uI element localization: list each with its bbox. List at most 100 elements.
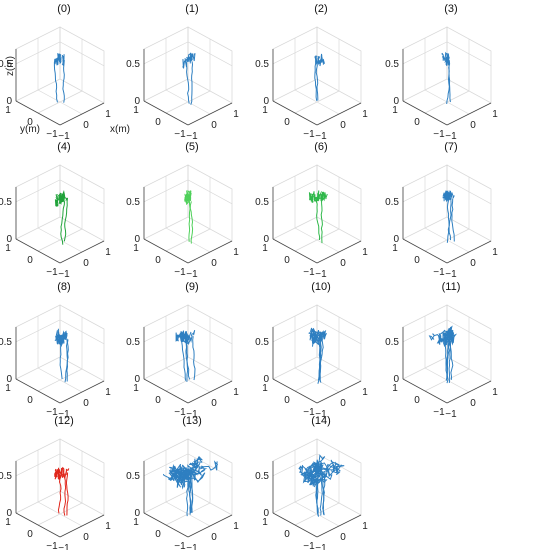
x-axis	[316, 102, 362, 126]
y-axis	[143, 238, 189, 264]
trajectory-canopy	[184, 330, 196, 346]
x-tick-label: 1	[233, 109, 239, 120]
trajectory-stem	[64, 339, 69, 383]
panel-3: (3)00.510−1 −101	[385, 3, 498, 142]
trajectory-stem	[63, 198, 68, 242]
x-axis	[446, 380, 492, 404]
y-axis-label: y(m)	[20, 124, 40, 135]
panel-title: (0)	[57, 3, 70, 15]
trajectory-canopy	[184, 54, 193, 64]
y-tick-label: 1	[392, 383, 398, 394]
x-tick-label: −1	[315, 269, 327, 280]
grid-line	[165, 368, 211, 392]
x-tick-label: 0	[211, 532, 217, 543]
y-tick-label: 0	[284, 117, 290, 128]
trajectory-canopy	[438, 334, 443, 344]
x-tick-label: 1	[105, 387, 111, 398]
grid-line	[272, 453, 362, 479]
trajectory-canopy	[428, 333, 443, 344]
z-tick-label: 0.5	[0, 337, 12, 348]
grid-line	[37, 228, 83, 252]
trajectory-canopy	[316, 190, 322, 202]
z-tick-label: 0	[6, 374, 12, 385]
back-wall-right	[316, 304, 362, 382]
y-tick-label: 1	[392, 105, 398, 116]
y-tick-label: 0	[155, 255, 161, 266]
z-tick-label: 0	[263, 96, 269, 107]
y-tick-label: −1	[174, 407, 186, 418]
y-axis	[272, 512, 318, 538]
grid-line	[143, 319, 233, 345]
grid-line	[143, 453, 233, 479]
grid-line	[272, 179, 362, 205]
trajectory-canopy	[171, 463, 184, 474]
y-tick-label: −1	[303, 129, 315, 140]
panel-7: (7)00.510−1 −101	[385, 141, 498, 280]
panel-title: (1)	[185, 3, 198, 15]
grid-line	[15, 453, 105, 479]
trajectory-stem	[60, 201, 65, 245]
z-tick-label: 0	[134, 374, 140, 385]
z-tick-label: 0	[134, 508, 140, 519]
back-wall-right	[59, 26, 105, 104]
y-tick-label: −1	[433, 407, 445, 418]
x-tick-label: 0	[211, 398, 217, 409]
panel-title: (13)	[182, 415, 202, 427]
x-tick-label: 0	[470, 258, 476, 269]
y-tick-label: −1	[174, 267, 186, 278]
x-tick-label: −1	[58, 409, 70, 420]
trajectory-canopy	[314, 332, 324, 343]
y-tick-label: 1	[5, 383, 11, 394]
trajectory-canopy	[315, 58, 326, 67]
back-wall-right	[316, 26, 362, 104]
trajectory-stem	[446, 196, 451, 241]
x-axis	[446, 240, 492, 264]
y-axis	[15, 100, 61, 126]
trajectory-stem	[188, 197, 191, 242]
panel-title: (10)	[311, 281, 331, 293]
y-axis	[143, 378, 189, 404]
y-tick-label: 1	[5, 517, 11, 528]
x-tick-label: −1	[445, 131, 457, 142]
trajectory-canopy	[54, 467, 61, 476]
panel-5: (5)00.510−1 −101	[126, 141, 239, 280]
y-tick-label: −1	[46, 407, 58, 418]
x-axis	[59, 380, 105, 404]
x-axis	[446, 102, 492, 126]
trajectory-stem	[446, 60, 451, 105]
x-tick-label: −1	[445, 269, 457, 280]
grid-line	[37, 90, 83, 114]
y-tick-label: 1	[133, 243, 139, 254]
x-tick-label: 0	[340, 398, 346, 409]
panel-title: (14)	[311, 415, 331, 427]
x-tick-label: 1	[492, 247, 498, 258]
y-tick-label: 1	[262, 105, 268, 116]
trajectory-stem	[189, 201, 194, 244]
z-tick-label: 0	[134, 96, 140, 107]
trajectory-canopy	[308, 191, 319, 201]
panel-11: (11)00.510−1 −101	[385, 281, 498, 420]
x-tick-label: −1	[58, 543, 70, 550]
x-tick-label: −1	[186, 131, 198, 142]
x-tick-label: 1	[492, 109, 498, 120]
panel-1: (1)00.510−1 −101	[126, 3, 239, 142]
z-tick-label: 0.5	[255, 337, 269, 348]
grid-line	[402, 41, 492, 67]
panel-title: (9)	[185, 281, 198, 293]
y-tick-label: 1	[262, 383, 268, 394]
x-tick-label: −1	[445, 409, 457, 420]
y-tick-label: 0	[284, 529, 290, 540]
x-tick-label: −1	[186, 543, 198, 550]
grid-line	[37, 368, 83, 392]
y-axis	[402, 378, 448, 404]
trajectory-stem	[451, 198, 455, 242]
x-tick-label: 1	[233, 247, 239, 258]
x-tick-label: −1	[315, 543, 327, 550]
y-tick-label: −1	[46, 541, 58, 550]
y-tick-label: 0	[155, 395, 161, 406]
trajectory-canopy	[446, 190, 452, 200]
y-tick-label: −1	[303, 407, 315, 418]
trajectory-canopy	[184, 196, 190, 206]
y-tick-label: −1	[303, 267, 315, 278]
panel-title: (2)	[314, 3, 327, 15]
